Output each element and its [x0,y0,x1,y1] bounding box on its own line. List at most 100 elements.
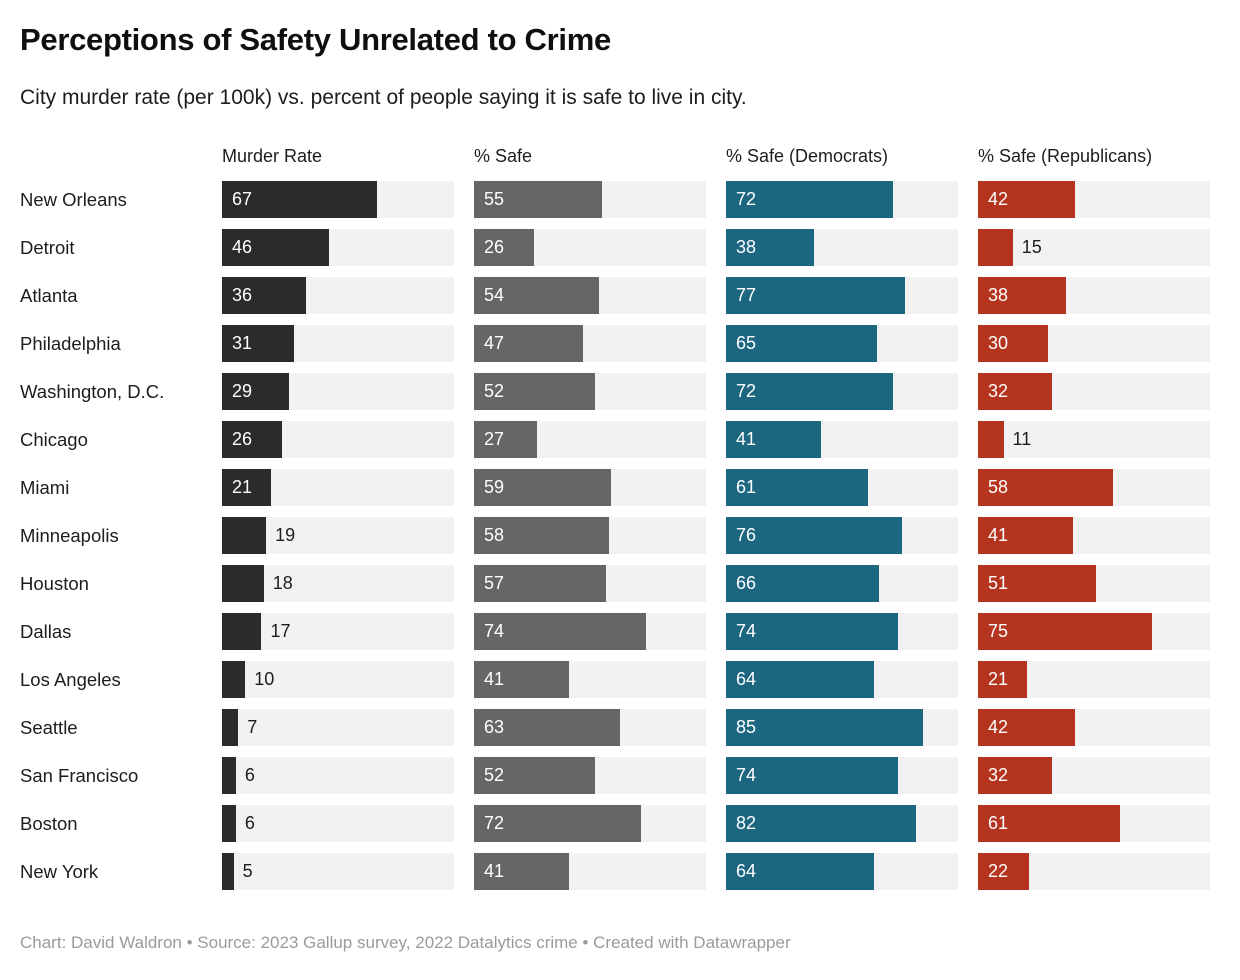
table-row: Chicago 26 27 41 11 [20,420,1210,458]
city-label: San Francisco [20,764,139,786]
bar-value-label: 41 [988,525,1009,546]
table-row: Atlanta 36 54 77 38 [20,276,1210,314]
bar [978,420,1004,458]
bar-value-label: 7 [247,717,258,738]
bar-track: 7 [222,708,454,746]
bar [222,420,283,458]
bar-value-label: 67 [232,189,253,210]
bar-value-label: 72 [484,813,505,834]
bar [222,468,271,506]
table-row: San Francisco 6 52 74 32 [20,756,1210,794]
chart-subtitle: City murder rate (per 100k) vs. percent … [20,85,747,109]
bar [978,276,1067,314]
bar-track: 32 [978,372,1210,410]
bar-value-label: 10 [254,669,275,690]
city-label: Chicago [20,428,88,450]
bar-track: 66 [726,564,958,602]
bar-value-label: 65 [736,333,757,354]
bar-value-label: 38 [736,237,757,258]
city-label: Los Angeles [20,668,121,690]
bar [222,852,234,890]
bar [978,756,1053,794]
bar [978,660,1027,698]
bar-value-label: 66 [736,573,757,594]
bar-track: 38 [726,228,958,266]
bar-value-label: 58 [484,525,505,546]
table-row: Dallas 17 74 74 75 [20,612,1210,650]
bar [978,564,1097,602]
city-label: Miami [20,476,70,498]
bar-value-label: 57 [484,573,505,594]
bar [474,756,595,794]
bar-value-label: 21 [232,477,253,498]
city-label: Philadelphia [20,332,121,354]
bar [474,804,642,842]
bar-track: 72 [474,804,706,842]
table-row: New York 5 41 64 22 [20,852,1210,890]
bar [222,708,239,746]
bar [978,852,1030,890]
bar-value-label: 55 [484,189,505,210]
bar-track: 26 [222,420,454,458]
bar-track: 6 [222,804,454,842]
bar-value-label: 27 [484,429,505,450]
bar [726,708,924,746]
bar-track: 54 [474,276,706,314]
bar [474,852,570,890]
bar [222,612,262,650]
bar-value-label: 29 [232,381,253,402]
bar-track: 31 [222,324,454,362]
bar-value-label: 41 [736,429,757,450]
bar [474,372,595,410]
bar [474,420,537,458]
bar [726,468,868,506]
bar-track: 36 [222,276,454,314]
bar [222,660,246,698]
bar-track: 76 [726,516,958,554]
bar [726,180,894,218]
bar [474,564,607,602]
bar-track: 18 [222,564,454,602]
chart-title: Perceptions of Safety Unrelated to Crime [20,22,611,57]
bar-track: 26 [474,228,706,266]
bar [222,180,378,218]
bar-value-label: 63 [484,717,505,738]
table-row: Boston 6 72 82 61 [20,804,1210,842]
city-label: Atlanta [20,284,78,306]
bar-value-label: 42 [988,189,1009,210]
bar-value-label: 32 [988,381,1009,402]
bar [474,228,535,266]
bar-track: 5 [222,852,454,890]
bar-track: 6 [222,756,454,794]
bar-value-label: 82 [736,813,757,834]
bar-value-label: 74 [736,621,757,642]
city-label: Seattle [20,716,78,738]
bar [474,324,584,362]
bar [978,324,1048,362]
bar [978,372,1053,410]
bar-track: 74 [474,612,706,650]
city-label: Washington, D.C. [20,380,165,402]
table-row: Philadelphia 31 47 65 30 [20,324,1210,362]
table-row: Minneapolis 19 58 76 41 [20,516,1210,554]
table-row: Detroit 46 26 38 15 [20,228,1210,266]
bar-track: 58 [474,516,706,554]
bar-track: 41 [978,516,1210,554]
bar [978,708,1076,746]
bar-value-label: 52 [484,381,505,402]
bar-value-label: 21 [988,669,1009,690]
bar-track: 22 [978,852,1210,890]
city-label: Boston [20,812,78,834]
bar-value-label: 75 [988,621,1009,642]
bar-track: 42 [978,708,1210,746]
bar-track: 17 [222,612,454,650]
bar-track: 67 [222,180,454,218]
bar-value-label: 18 [272,573,293,594]
bar [222,228,329,266]
bar [474,660,570,698]
bar-track: 74 [726,756,958,794]
bar-value-label: 42 [988,717,1009,738]
bar-track: 75 [978,612,1210,650]
bar-value-label: 47 [484,333,505,354]
bar-track: 41 [474,660,706,698]
